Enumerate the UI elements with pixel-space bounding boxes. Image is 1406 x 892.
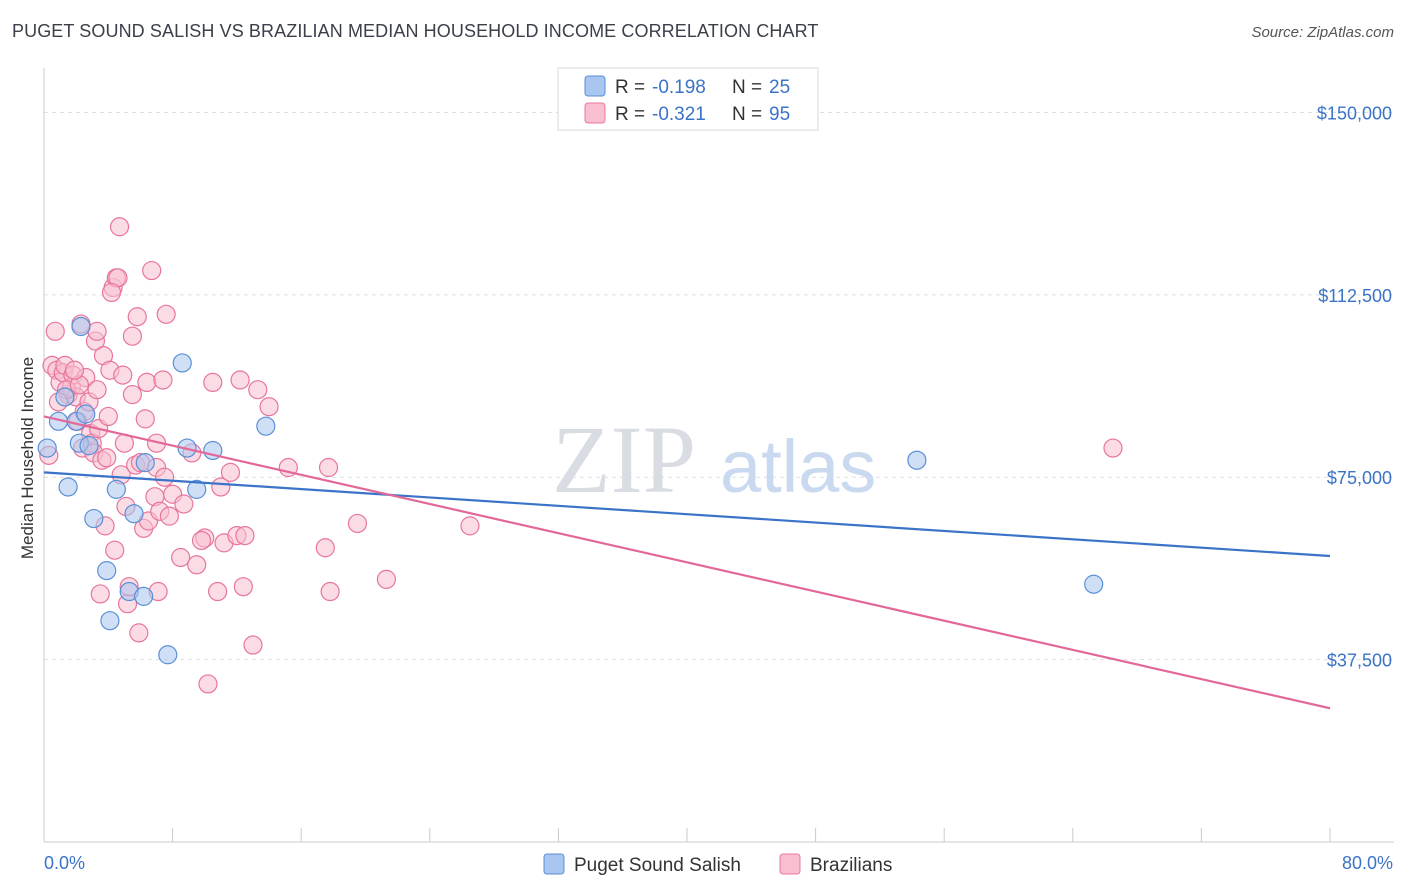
y-tick-label-1: $75,000 (1327, 468, 1392, 488)
bottom-legend-label-1: Puget Sound Salish (574, 855, 741, 876)
trend-line-pink (43, 415, 1331, 710)
chart-title: PUGET SOUND SALISH VS BRAZILIAN MEDIAN H… (12, 21, 819, 41)
legend-n-value-2: 95 (769, 104, 790, 125)
y-tick-label-0: $37,500 (1327, 651, 1392, 671)
y-tick-labels: $37,500 $75,000 $112,500 $150,000 (1317, 103, 1392, 670)
pink-point-79 (320, 581, 340, 602)
pink-point-21 (87, 321, 107, 341)
blue-point-21 (256, 416, 276, 436)
watermark-zip: ZIP (552, 406, 696, 513)
y-tick-label-2: $112,500 (1318, 286, 1392, 306)
pink-point-74 (248, 380, 268, 400)
pink-point-69 (220, 462, 241, 482)
pink-point-94 (211, 477, 231, 497)
blue-point-24 (76, 404, 96, 424)
pink-point-31 (105, 540, 125, 560)
pink-point-65 (198, 674, 218, 694)
y-tick-label-3: $150,000 (1317, 103, 1392, 123)
blue-point-8 (84, 508, 104, 529)
blue-point-15 (135, 453, 155, 473)
bottom-legend-label-2: Brazilians (810, 855, 892, 876)
pink-point-91 (101, 282, 122, 303)
legend-swatch-pink (584, 102, 606, 124)
blue-point-6 (71, 316, 91, 337)
x-tick-label-0: 0.0% (44, 853, 85, 873)
blue-point-7 (79, 436, 99, 456)
blue-point-2 (55, 387, 75, 407)
pink-point-36 (113, 365, 133, 385)
trend-line-blue (43, 471, 1331, 558)
pink-point-67 (208, 581, 228, 602)
pink-point-83 (1103, 438, 1123, 458)
pink-point-41 (122, 384, 143, 405)
legend-n-label-2: N = (732, 104, 762, 125)
blue-point-10 (100, 611, 120, 631)
pink-point-78 (318, 457, 339, 478)
pink-point-60 (171, 547, 191, 568)
blue-point-16 (158, 645, 178, 665)
pink-point-61 (174, 494, 194, 514)
pink-point-77 (315, 538, 335, 558)
pink-point-66 (203, 372, 223, 392)
pink-point-28 (98, 406, 118, 427)
legend-swatch-blue (584, 75, 606, 97)
pink-point-34 (109, 217, 130, 237)
bottom-legend-swatch-pink (779, 853, 801, 875)
blue-point-13 (124, 504, 144, 524)
legend-n-value-1: 25 (769, 77, 790, 98)
blue-point-17 (172, 353, 192, 373)
blue-point-9 (97, 561, 117, 581)
legend-r-label-1: R = (615, 77, 645, 98)
pink-point-81 (376, 569, 396, 589)
pink-point-48 (137, 372, 157, 392)
legend-n-label-1: N = (732, 77, 762, 98)
legend-r-value-1: -0.198 (652, 77, 706, 98)
bottom-legend: Puget Sound Salish Brazilians (543, 853, 892, 876)
pink-point-80 (347, 513, 368, 534)
trend-lines (43, 415, 1331, 710)
bottom-legend-swatch-blue (543, 853, 565, 875)
blue-point-11 (106, 479, 126, 499)
watermark: ZIP atlas (552, 406, 876, 513)
pink-point-88 (235, 525, 255, 546)
x-tick-labels: 0.0% 80.0% (44, 853, 1393, 873)
pink-point-27 (97, 448, 117, 468)
pink-point-56 (154, 467, 175, 487)
blue-point-3 (58, 477, 78, 497)
pink-point-55 (153, 370, 173, 390)
pink-point-63 (187, 555, 207, 575)
y-axis-label: Median Household Income (18, 357, 37, 559)
top-legend: R = -0.198 N = 25 R = -0.321 N = 95 (557, 67, 819, 131)
legend-r-label-2: R = (615, 104, 645, 125)
pink-point-73 (243, 635, 263, 655)
pink-point-47 (135, 409, 155, 429)
blue-point-23 (1084, 574, 1104, 594)
pink-point-92 (64, 360, 85, 380)
blue-point-19 (187, 479, 207, 499)
pink-point-50 (142, 260, 162, 281)
pink-point-43 (127, 307, 147, 327)
pink-point-44 (129, 623, 149, 643)
pink-point-87 (191, 530, 212, 551)
pink-point-72 (233, 577, 253, 597)
pink-point-71 (230, 370, 250, 390)
blue-point-22 (907, 450, 927, 470)
legend-r-value-2: -0.321 (652, 104, 706, 125)
blue-point-14 (134, 586, 154, 606)
x-tick-label-1: 80.0% (1342, 853, 1393, 873)
blue-point-0 (37, 438, 57, 458)
source-label: Source: ZipAtlas.com (1251, 24, 1394, 41)
pink-point-82 (460, 516, 480, 536)
pink-point-58 (159, 506, 179, 526)
pink-point-90 (122, 326, 143, 346)
series-puget-sound-salish (37, 316, 1104, 665)
watermark-atlas: atlas (720, 425, 876, 508)
pink-point-75 (259, 397, 279, 417)
pink-point-57 (156, 304, 176, 324)
pink-point-23 (90, 584, 110, 604)
axes (43, 68, 1394, 843)
pink-point-2 (45, 321, 65, 341)
pink-point-86 (87, 380, 107, 400)
